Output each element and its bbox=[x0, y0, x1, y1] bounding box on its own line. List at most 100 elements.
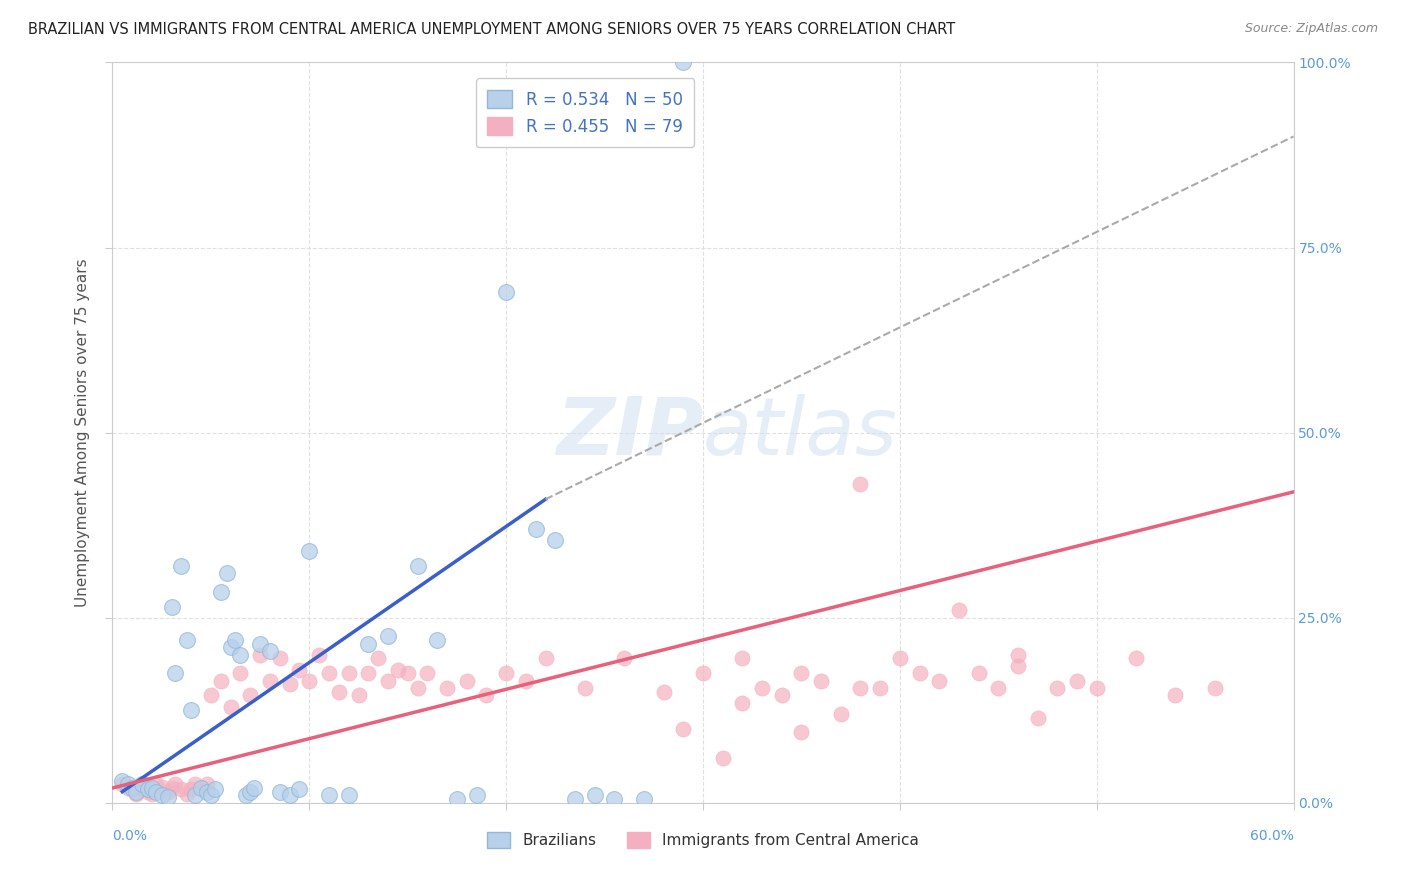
Y-axis label: Unemployment Among Seniors over 75 years: Unemployment Among Seniors over 75 years bbox=[75, 259, 90, 607]
Point bbox=[465, 789, 488, 803]
Point bbox=[1066, 673, 1088, 688]
Point bbox=[318, 666, 340, 681]
Point bbox=[125, 787, 148, 801]
Point bbox=[849, 681, 872, 695]
Point bbox=[603, 792, 626, 806]
Point bbox=[652, 685, 675, 699]
Point bbox=[180, 703, 202, 717]
Point bbox=[436, 681, 458, 695]
Point bbox=[633, 792, 655, 806]
Point bbox=[136, 782, 159, 797]
Point bbox=[184, 777, 207, 791]
Point bbox=[1204, 681, 1226, 695]
Point bbox=[249, 637, 271, 651]
Point bbox=[215, 566, 238, 581]
Point bbox=[967, 666, 990, 681]
Point bbox=[269, 651, 291, 665]
Point bbox=[987, 681, 1010, 695]
Point bbox=[136, 785, 159, 799]
Point bbox=[1046, 681, 1069, 695]
Point bbox=[790, 725, 813, 739]
Point bbox=[170, 782, 193, 797]
Point bbox=[278, 789, 301, 803]
Point bbox=[770, 689, 793, 703]
Point bbox=[337, 666, 360, 681]
Text: 60.0%: 60.0% bbox=[1250, 829, 1294, 843]
Point bbox=[672, 55, 695, 70]
Point bbox=[495, 285, 517, 299]
Point bbox=[613, 651, 636, 665]
Point bbox=[209, 584, 232, 599]
Point bbox=[1007, 648, 1029, 662]
Point bbox=[928, 673, 950, 688]
Point bbox=[156, 789, 179, 804]
Point bbox=[574, 681, 596, 695]
Point bbox=[229, 666, 252, 681]
Point bbox=[731, 651, 754, 665]
Point bbox=[810, 673, 832, 688]
Point bbox=[711, 751, 734, 765]
Point bbox=[141, 780, 163, 795]
Point bbox=[150, 780, 173, 794]
Point bbox=[948, 603, 970, 617]
Point bbox=[141, 787, 163, 801]
Point bbox=[849, 477, 872, 491]
Point bbox=[475, 689, 498, 703]
Point bbox=[534, 651, 557, 665]
Point bbox=[156, 785, 179, 799]
Point bbox=[176, 632, 198, 647]
Point bbox=[1085, 681, 1108, 695]
Point bbox=[692, 666, 714, 681]
Point bbox=[357, 666, 380, 681]
Point bbox=[121, 780, 143, 795]
Point bbox=[145, 785, 167, 799]
Point bbox=[406, 681, 429, 695]
Point bbox=[751, 681, 773, 695]
Point bbox=[515, 673, 537, 688]
Text: BRAZILIAN VS IMMIGRANTS FROM CENTRAL AMERICA UNEMPLOYMENT AMONG SENIORS OVER 75 : BRAZILIAN VS IMMIGRANTS FROM CENTRAL AME… bbox=[28, 22, 955, 37]
Point bbox=[190, 780, 212, 795]
Point bbox=[131, 777, 153, 791]
Point bbox=[180, 782, 202, 797]
Text: atlas: atlas bbox=[703, 393, 898, 472]
Point bbox=[1007, 658, 1029, 673]
Point bbox=[170, 558, 193, 573]
Point bbox=[377, 673, 399, 688]
Point bbox=[357, 637, 380, 651]
Point bbox=[1125, 651, 1147, 665]
Point bbox=[117, 780, 139, 795]
Point bbox=[200, 789, 222, 803]
Point bbox=[318, 789, 340, 803]
Point bbox=[165, 666, 187, 681]
Point bbox=[176, 787, 198, 801]
Point bbox=[347, 689, 370, 703]
Point bbox=[219, 699, 242, 714]
Point bbox=[111, 777, 134, 791]
Point bbox=[249, 648, 271, 662]
Point bbox=[377, 629, 399, 643]
Point bbox=[406, 558, 429, 573]
Point bbox=[396, 666, 419, 681]
Point bbox=[387, 663, 409, 677]
Point bbox=[416, 666, 439, 681]
Point bbox=[195, 785, 218, 799]
Point bbox=[224, 632, 246, 647]
Point bbox=[456, 673, 478, 688]
Point bbox=[790, 666, 813, 681]
Point bbox=[328, 685, 350, 699]
Point bbox=[184, 789, 207, 803]
Point bbox=[908, 666, 931, 681]
Point bbox=[446, 792, 468, 806]
Point bbox=[298, 544, 321, 558]
Point bbox=[200, 689, 222, 703]
Point bbox=[298, 673, 321, 688]
Point bbox=[195, 777, 218, 791]
Point bbox=[288, 782, 311, 797]
Point bbox=[239, 689, 262, 703]
Point bbox=[121, 782, 143, 797]
Point bbox=[243, 780, 266, 795]
Point bbox=[259, 644, 281, 658]
Point bbox=[229, 648, 252, 662]
Point bbox=[544, 533, 567, 547]
Point bbox=[278, 677, 301, 691]
